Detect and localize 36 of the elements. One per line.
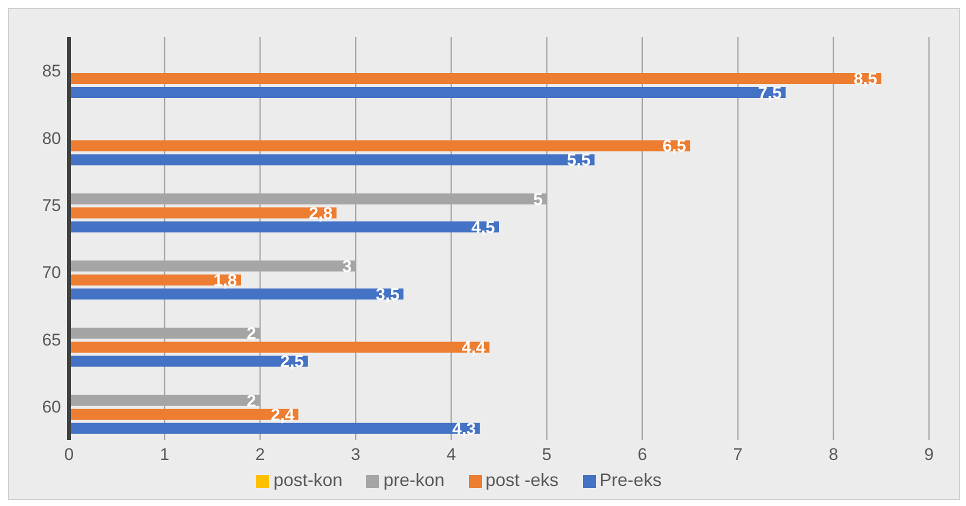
legend-label: pre-kon bbox=[383, 470, 445, 490]
x-tick-label: 4 bbox=[446, 445, 456, 464]
y-tick-label: 80 bbox=[42, 128, 61, 148]
data-label: 2,8 bbox=[308, 204, 333, 223]
x-tick-label: 1 bbox=[160, 445, 170, 464]
legend-label: post -eks bbox=[486, 470, 559, 490]
x-tick-label: 9 bbox=[924, 445, 934, 464]
data-label: 6,5 bbox=[662, 136, 686, 156]
data-label: 4,4 bbox=[462, 338, 486, 358]
data-label: 4,3 bbox=[452, 419, 476, 438]
y-tick-label: 85 bbox=[42, 62, 61, 81]
x-tick-label: 6 bbox=[638, 445, 648, 464]
legend-label: Pre-eks bbox=[600, 470, 662, 490]
x-tick-label: 7 bbox=[733, 445, 743, 464]
y-tick-label: 60 bbox=[42, 397, 61, 416]
x-tick-label: 0 bbox=[64, 445, 74, 464]
data-label: 5 bbox=[533, 190, 543, 209]
x-tick-label: 2 bbox=[255, 445, 265, 464]
x-tick-label: 3 bbox=[350, 445, 360, 464]
data-label: 2 bbox=[246, 324, 256, 344]
data-label: 3,5 bbox=[376, 285, 400, 304]
data-label: 2,4 bbox=[270, 405, 295, 424]
data-label: 1,8 bbox=[213, 271, 237, 290]
legend-label: post-kon bbox=[273, 470, 342, 490]
data-label: 4,5 bbox=[471, 218, 495, 237]
y-tick-label: 70 bbox=[42, 263, 61, 282]
data-label: 7,5 bbox=[758, 84, 782, 103]
y-tick-label: 65 bbox=[42, 330, 61, 350]
data-label: 2,5 bbox=[280, 352, 304, 372]
y-tick-label: 75 bbox=[42, 196, 61, 215]
x-tick-label: 5 bbox=[542, 445, 552, 464]
data-label: 3 bbox=[342, 257, 352, 276]
data-label: 5,5 bbox=[566, 150, 591, 170]
data-label: 2 bbox=[246, 391, 256, 410]
x-tick-label: 8 bbox=[828, 445, 838, 464]
data-label: 8,5 bbox=[854, 70, 878, 89]
